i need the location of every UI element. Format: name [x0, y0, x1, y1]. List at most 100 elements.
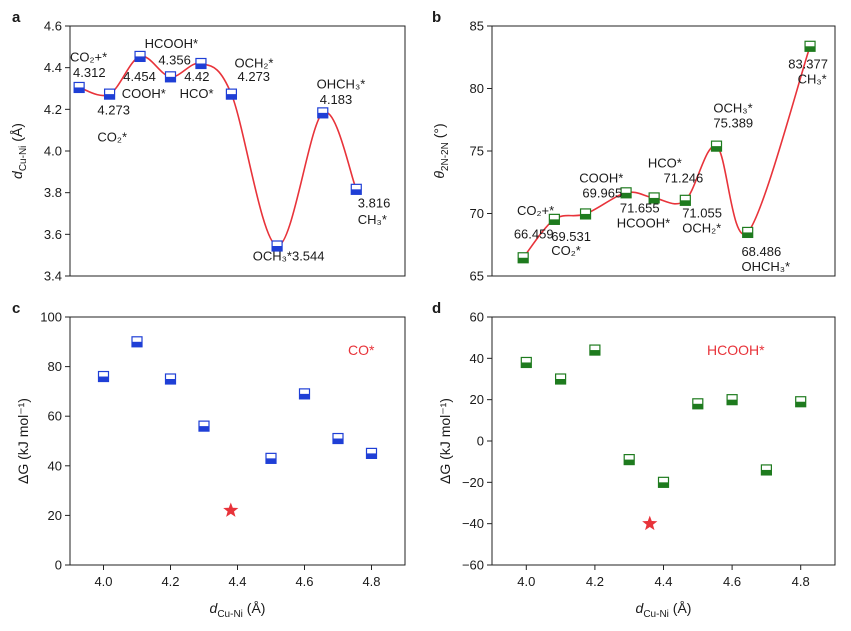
data-label: CO₂* — [97, 130, 127, 145]
y-tick-label: 3.6 — [44, 227, 62, 242]
data-label: COOH* — [122, 86, 166, 101]
y-axis-label: θ2N-2N (°) — [431, 123, 451, 178]
data-label: 71.246 — [664, 170, 704, 185]
data-label: 4.273 — [238, 69, 271, 84]
data-point — [365, 447, 378, 459]
data-point — [350, 183, 362, 195]
data-point — [692, 398, 704, 410]
y-tick-label: 0 — [55, 558, 62, 573]
marker-fill — [805, 46, 816, 52]
data-label: 71.055 — [682, 205, 722, 220]
y-tick-label: 20 — [48, 508, 62, 523]
marker-fill — [272, 246, 283, 251]
panel-letter: c — [12, 300, 20, 317]
y-tick-label: 60 — [470, 310, 484, 325]
data-point — [679, 194, 691, 206]
y-tick-label: 100 — [40, 310, 62, 325]
y-tick-label: 85 — [470, 19, 484, 34]
y-tick-label: 75 — [470, 144, 484, 159]
y-tick-label: 80 — [48, 359, 62, 374]
x-tick-label: 4.6 — [295, 574, 313, 589]
data-point — [265, 452, 277, 464]
marker-fill — [74, 87, 85, 93]
data-point — [198, 420, 210, 432]
data-point — [103, 88, 116, 100]
marker-fill — [518, 257, 529, 263]
data-label: 66.459 — [514, 227, 554, 242]
y-tick-label: 4.4 — [44, 60, 62, 75]
x-tick-label: 4.0 — [94, 574, 112, 589]
data-point — [554, 373, 567, 385]
data-label: CH₃* — [798, 72, 827, 87]
marker-fill — [132, 341, 142, 347]
y-tick-label: 65 — [470, 269, 484, 284]
data-point — [548, 213, 560, 225]
y-tick-label: 60 — [48, 409, 62, 424]
data-label: 4.183 — [320, 92, 353, 107]
y-tick-label: 4.0 — [44, 144, 62, 159]
x-tick-label: 4.6 — [723, 574, 741, 589]
data-label: 75.389 — [713, 115, 753, 130]
data-point — [73, 81, 85, 94]
marker-fill — [266, 458, 276, 464]
marker-fill — [165, 76, 176, 82]
data-point — [332, 432, 344, 445]
x-tick-label: 4.8 — [362, 574, 380, 589]
marker-fill — [317, 112, 328, 118]
y-axis-label: ΔG (kJ mol⁻¹) — [15, 398, 31, 484]
marker-fill — [624, 459, 635, 465]
optimum-star-icon — [642, 515, 658, 531]
data-label: 68.486 — [741, 244, 781, 259]
marker-fill — [680, 200, 691, 206]
marker-fill — [580, 213, 591, 219]
y-tick-label: −60 — [462, 558, 484, 573]
data-label: CO₂* — [551, 243, 581, 258]
data-point — [97, 370, 110, 383]
marker-fill — [727, 399, 738, 405]
marker-fill — [351, 189, 362, 195]
data-point — [225, 88, 238, 100]
marker-fill — [333, 438, 343, 444]
data-point — [804, 40, 816, 52]
data-point — [298, 388, 311, 400]
data-point — [726, 394, 738, 406]
panel-letter: a — [12, 9, 21, 26]
data-label: 69.531 — [551, 229, 591, 244]
data-label: OCH₃* — [713, 100, 752, 115]
x-tick-label: 4.4 — [654, 574, 672, 589]
optimum-star-icon — [223, 502, 239, 517]
data-label: COOH* — [579, 170, 623, 185]
marker-fill — [165, 379, 176, 384]
data-label: OCH₃*3.544 — [253, 248, 325, 263]
data-label: HCOOH* — [145, 36, 198, 51]
data-point — [742, 226, 754, 239]
data-point — [710, 140, 723, 152]
series-line — [78, 55, 358, 247]
data-point — [195, 57, 207, 70]
x-tick-label: 4.4 — [228, 574, 246, 589]
plot-frame — [491, 316, 836, 566]
data-label: 4.312 — [73, 65, 106, 80]
data-label: 83.377 — [788, 57, 828, 72]
marker-fill — [795, 401, 806, 407]
marker-fill — [692, 403, 703, 409]
y-axis-label: dCu-Ni (Å) — [9, 123, 29, 179]
marker-fill — [299, 393, 310, 399]
data-label: HCO* — [648, 155, 682, 170]
data-point — [517, 252, 529, 264]
y-tick-label: 3.8 — [44, 185, 62, 200]
data-point — [520, 356, 532, 369]
data-label: 4.42 — [184, 69, 209, 84]
y-tick-label: 4.6 — [44, 19, 62, 34]
data-point — [648, 192, 660, 204]
y-tick-label: 20 — [470, 392, 484, 407]
marker-fill — [761, 469, 772, 475]
y-tick-label: 70 — [470, 206, 484, 221]
marker-fill — [555, 379, 566, 384]
data-point — [620, 187, 632, 199]
y-tick-label: 4.2 — [44, 102, 62, 117]
species-annotation: CO* — [348, 342, 375, 358]
